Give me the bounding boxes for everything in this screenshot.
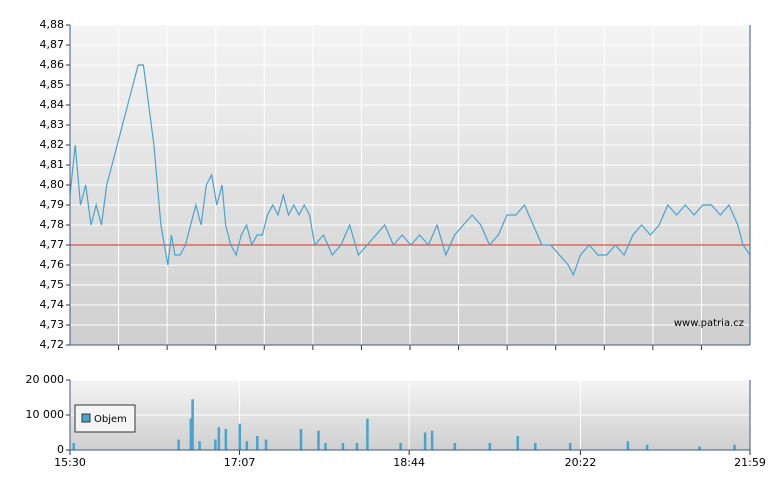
volume-bar — [198, 441, 201, 450]
volume-bar — [189, 418, 193, 450]
volume-bar — [733, 444, 736, 450]
volume-bar — [430, 430, 434, 450]
volume-bar — [245, 441, 249, 450]
y-tick-label: 4,77 — [40, 238, 65, 251]
volume-bar — [264, 439, 268, 450]
volume-bar — [256, 436, 259, 450]
x-tick-label: 17:07 — [224, 456, 256, 469]
y-tick-label: 10 000 — [26, 408, 65, 421]
y-tick-label: 4,86 — [40, 58, 65, 71]
volume-bar — [355, 443, 359, 450]
y-tick-label: 4,73 — [40, 318, 65, 331]
y-tick-label: 4,81 — [40, 158, 65, 171]
volume-bar — [341, 443, 345, 450]
volume-bar — [177, 439, 180, 450]
volume-bar — [533, 443, 537, 450]
volume-bar — [238, 423, 242, 450]
y-tick-label: 4,78 — [40, 218, 65, 231]
y-tick-label: 4,82 — [40, 138, 65, 151]
y-tick-label: 4,75 — [40, 278, 65, 291]
y-tick-label: 4,79 — [40, 198, 65, 211]
y-tick-label: 0 — [57, 443, 64, 456]
x-tick-label: 18:44 — [393, 456, 425, 469]
y-tick-label: 4,87 — [40, 38, 65, 51]
x-tick-label: 21:59 — [734, 456, 766, 469]
y-tick-label: 4,88 — [40, 18, 65, 31]
volume-bar — [191, 399, 194, 450]
y-tick-label: 4,72 — [40, 338, 65, 351]
y-tick-label: 4,80 — [40, 178, 65, 191]
volume-bar — [217, 427, 221, 450]
volume-bar — [366, 418, 369, 450]
y-tick-label: 4,85 — [40, 78, 65, 91]
volume-bar — [488, 443, 492, 450]
y-tick-label: 20 000 — [26, 373, 65, 386]
y-tick-label: 4,84 — [40, 98, 65, 111]
volume-bar — [516, 436, 520, 450]
y-tick-label: 4,74 — [40, 298, 65, 311]
volume-bar — [645, 444, 649, 450]
x-tick-label: 20:22 — [565, 456, 597, 469]
legend-label: Objem — [94, 414, 127, 425]
volume-bar — [72, 443, 75, 450]
volume-bar — [214, 439, 217, 450]
volume-bar — [399, 443, 402, 450]
volume-bar — [299, 429, 303, 450]
x-tick-label: 15:30 — [54, 456, 86, 469]
volume-bar — [423, 432, 427, 450]
price-line — [69, 64, 751, 277]
volume-bar — [698, 446, 701, 450]
annotation: www.patria.cz — [674, 318, 744, 329]
legend-swatch — [81, 413, 91, 423]
volume-bar — [626, 441, 630, 450]
volume-bar — [317, 430, 320, 450]
volume-bar — [568, 443, 572, 450]
volume-bar — [453, 443, 457, 450]
y-tick-label: 4,76 — [40, 258, 65, 271]
volume-bar — [324, 443, 327, 450]
y-tick-label: 4,83 — [40, 118, 65, 131]
volume-bar — [224, 429, 228, 450]
